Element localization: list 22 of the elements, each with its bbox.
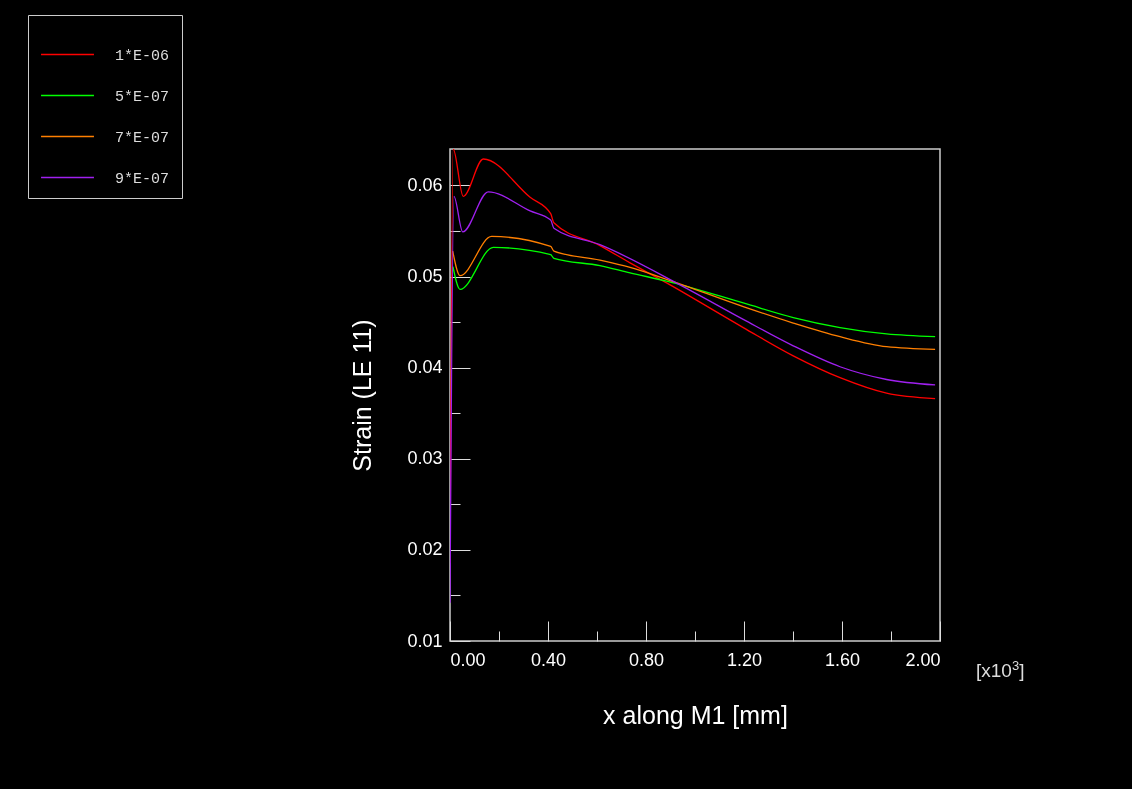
y-tick-label: 0.03 — [407, 448, 443, 469]
legend-label: 9*E-07 — [115, 170, 170, 188]
line-series — [452, 246, 936, 338]
y-tick-label: 0.01 — [407, 630, 443, 651]
line-series — [450, 191, 936, 604]
x-tick-label: 0.80 — [628, 649, 665, 670]
x-tick-label: 0.40 — [530, 649, 567, 670]
y-tick-label: 0.02 — [407, 539, 443, 560]
legend-label: 1*E-06 — [115, 47, 170, 65]
y-tick-label: 0.05 — [407, 266, 443, 287]
x-tick-label: 2.00 — [905, 649, 941, 670]
x-axis-title: x along M1 [mm] — [603, 700, 788, 729]
y-tick-label: 0.04 — [407, 357, 443, 378]
text: [x10$^{3}$] — [976, 658, 1025, 683]
x-tick-label: 1.20 — [726, 649, 763, 670]
y-tick-label: 0.06 — [407, 174, 443, 195]
x-tick-label: 1.60 — [824, 649, 861, 670]
y-axis-title: Strain (LE 11) — [347, 319, 376, 472]
legend-label: 5*E-07 — [115, 88, 170, 106]
x-tick-label: 0.00 — [450, 649, 486, 670]
line-series — [452, 235, 936, 351]
legend-label: 7*E-07 — [115, 129, 170, 147]
